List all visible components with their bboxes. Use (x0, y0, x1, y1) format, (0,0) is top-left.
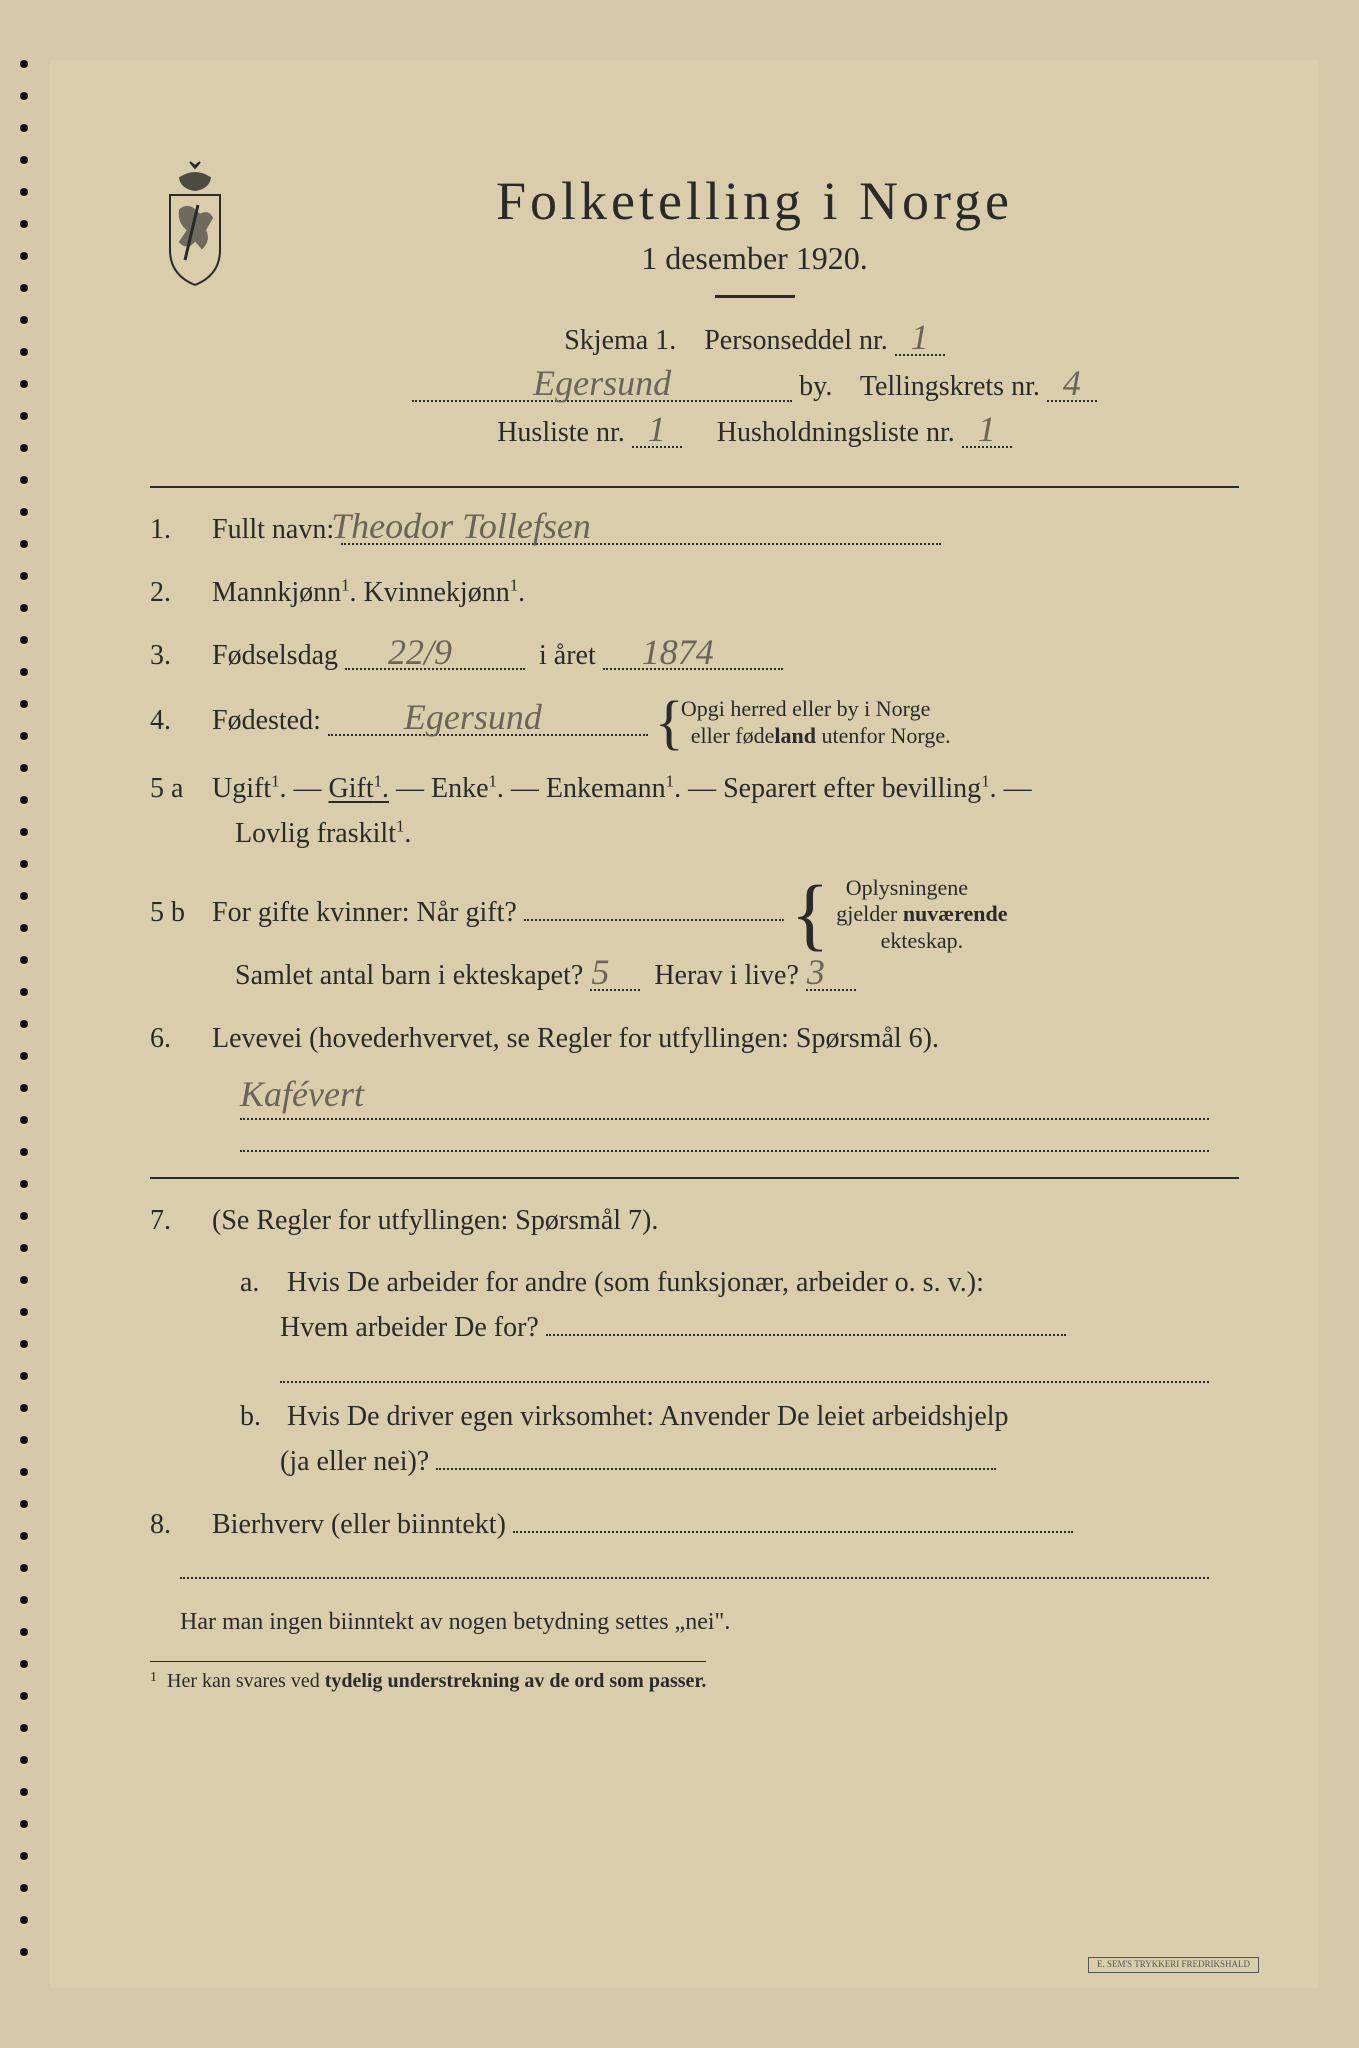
husliste-label: Husliste nr. (497, 417, 625, 448)
q2-mann: Mannkjønn1. (212, 577, 357, 608)
q4-note-l1: Opgi herred eller by i Norge (681, 696, 930, 721)
q6-num: 6. (150, 1017, 205, 1062)
q8-value (513, 1529, 1073, 1533)
q5b-note: Oplysningene gjelder nuværende ekteskap. (836, 875, 1007, 954)
q8-label: Bierhverv (eller biinntekt) (212, 1509, 506, 1540)
husliste-nr: 1 (632, 415, 682, 448)
header-rule (150, 486, 1239, 488)
q6-line: 6. Levevei (hovederhvervet, se Regler fo… (150, 1017, 1239, 1062)
by-line: Egersund by. Tellingskrets nr. 4 (270, 369, 1239, 403)
q5b-barn: 5 (590, 958, 640, 991)
skjema-line: Skjema 1. Personseddel nr. 1 (270, 323, 1239, 357)
q7b-letter: b. (240, 1395, 280, 1440)
main-title: Folketelling i Norge (270, 170, 1239, 232)
footnote-num: 1 (150, 1670, 157, 1685)
q5a-ugift: Ugift1. (212, 773, 287, 804)
q2-line: 2. Mannkjønn1. Kvinnekjønn1. (150, 571, 1239, 616)
q2-num: 2. (150, 571, 205, 616)
subtitle: 1 desember 1920. (270, 240, 1239, 277)
census-form-page: Folketelling i Norge 1 desember 1920. Sk… (50, 60, 1319, 1988)
q6-value: Kafévert (240, 1074, 364, 1114)
q5b-q1: For gifte kvinner: Når gift? (212, 897, 517, 928)
husholdning-label: Husholdningsliste nr. (717, 417, 955, 448)
q7a-blank (280, 1381, 1209, 1383)
q7b-value (436, 1466, 996, 1470)
q8-blank (180, 1577, 1209, 1579)
mid-rule (150, 1177, 1239, 1179)
q6-answer: Kafévert (240, 1080, 1209, 1120)
personseddel-nr: 1 (895, 323, 945, 356)
q8-num: 8. (150, 1503, 205, 1548)
q7-label: (Se Regler for utfyllingen: Spørsmål 7). (212, 1205, 658, 1236)
q4-value: Egersund (328, 703, 648, 736)
q5a-line: 5 a Ugift1. — Gift1. — Enke1. — Enkemann… (150, 767, 1239, 857)
perforation-edge (20, 60, 40, 1988)
q7a-line: a. Hvis De arbeider for andre (som funks… (240, 1261, 1239, 1351)
q4-brace-icon: { (655, 690, 684, 756)
q5b-gift-value (524, 917, 784, 921)
q5b-brace-icon: { (791, 870, 829, 958)
q3-num: 3. (150, 634, 205, 679)
q3-year-label: i året (539, 640, 596, 671)
q5b-note-l3: ekteskap. (881, 928, 963, 953)
q7a-l2: Hvem arbeider De for? (240, 1312, 539, 1343)
title-block: Folketelling i Norge 1 desember 1920. Sk… (270, 160, 1239, 461)
q1-line: 1. Fullt navn: Theodor Tollefsen (150, 508, 1239, 553)
q5a-num: 5 a (150, 767, 205, 812)
q5a-fraskilt: Lovlig fraskilt1. (180, 818, 411, 849)
footnote-text: Her kan svares ved tydelig understreknin… (167, 1670, 706, 1692)
q5b-line: 5 b For gifte kvinner: Når gift? { Oplys… (150, 875, 1239, 999)
husliste-line: Husliste nr. 1 Husholdningsliste nr. 1 (270, 415, 1239, 449)
q5a-gift: Gift1. (329, 773, 390, 804)
q7a-letter: a. (240, 1261, 280, 1306)
q1-label: Fullt navn: (212, 514, 334, 545)
tellingskrets-nr: 4 (1047, 369, 1097, 402)
q5b-num: 5 b (150, 891, 205, 936)
by-value: Egersund (412, 369, 792, 402)
q5a-separert: Separert efter bevilling1. (723, 773, 997, 804)
q3-day: 22/9 (345, 638, 525, 671)
header-block: Folketelling i Norge 1 desember 1920. Sk… (150, 160, 1239, 461)
q3-label: Fødselsdag (212, 640, 338, 671)
footer-note: Har man ingen biinntekt av nogen betydni… (180, 1609, 1209, 1636)
by-label: by. (799, 371, 832, 402)
q3-line: 3. Fødselsdag 22/9 i året 1874 (150, 634, 1239, 679)
title-rule (715, 295, 795, 298)
q5a-enke: Enke1. (431, 773, 504, 804)
q4-note: Opgi herred eller by i Norge eller fødel… (691, 696, 951, 749)
coat-of-arms-icon (150, 160, 240, 290)
q7b-line: b. Hvis De driver egen virksomhet: Anven… (240, 1395, 1239, 1485)
q5b-ilive: 3 (806, 958, 856, 991)
q7b-l1: Hvis De driver egen virksomhet: Anvender… (287, 1401, 1009, 1432)
q8-line: 8. Bierhverv (eller biinntekt) (150, 1503, 1239, 1548)
q6-label: Levevei (hovederhvervet, se Regler for u… (212, 1023, 939, 1054)
q7-line: 7. (Se Regler for utfyllingen: Spørsmål … (150, 1199, 1239, 1244)
q1-value: Theodor Tollefsen (341, 512, 941, 545)
printer-stamp: E. SEM'S TRYKKERI FREDRIKSHALD (1088, 1957, 1259, 1973)
q4-note-l2: eller fødeland utenfor Norge. (691, 723, 951, 748)
footnote: 1 Her kan svares ved tydelig understrekn… (150, 1661, 706, 1693)
q5a-enkemann: Enkemann1. (546, 773, 681, 804)
q4-num: 4. (150, 699, 205, 744)
husholdning-nr: 1 (962, 415, 1012, 448)
skjema-label: Skjema 1. (564, 325, 676, 356)
q6-blank-line (240, 1150, 1209, 1152)
q5b-q3: Herav i live? (654, 960, 799, 991)
q5b-note-l1: Oplysningene (846, 875, 968, 900)
personseddel-label: Personseddel nr. (704, 325, 888, 356)
q7b-l2: (ja eller nei)? (240, 1446, 429, 1477)
q7a-l1: Hvis De arbeider for andre (som funksjon… (287, 1267, 984, 1298)
q4-line: 4. Fødested: Egersund { Opgi herred elle… (150, 696, 1239, 749)
q3-year: 1874 (603, 638, 783, 671)
q2-kvinne: Kvinnekjønn1. (364, 577, 526, 608)
q7-num: 7. (150, 1199, 205, 1244)
q5b-q2: Samlet antal barn i ekteskapet? (180, 960, 583, 991)
q1-num: 1. (150, 508, 205, 553)
q4-label: Fødested: (212, 705, 321, 736)
tellingskrets-label: Tellingskrets nr. (860, 371, 1040, 402)
q5b-note-l2: gjelder nuværende (836, 901, 1007, 926)
q7a-value (546, 1332, 1066, 1336)
